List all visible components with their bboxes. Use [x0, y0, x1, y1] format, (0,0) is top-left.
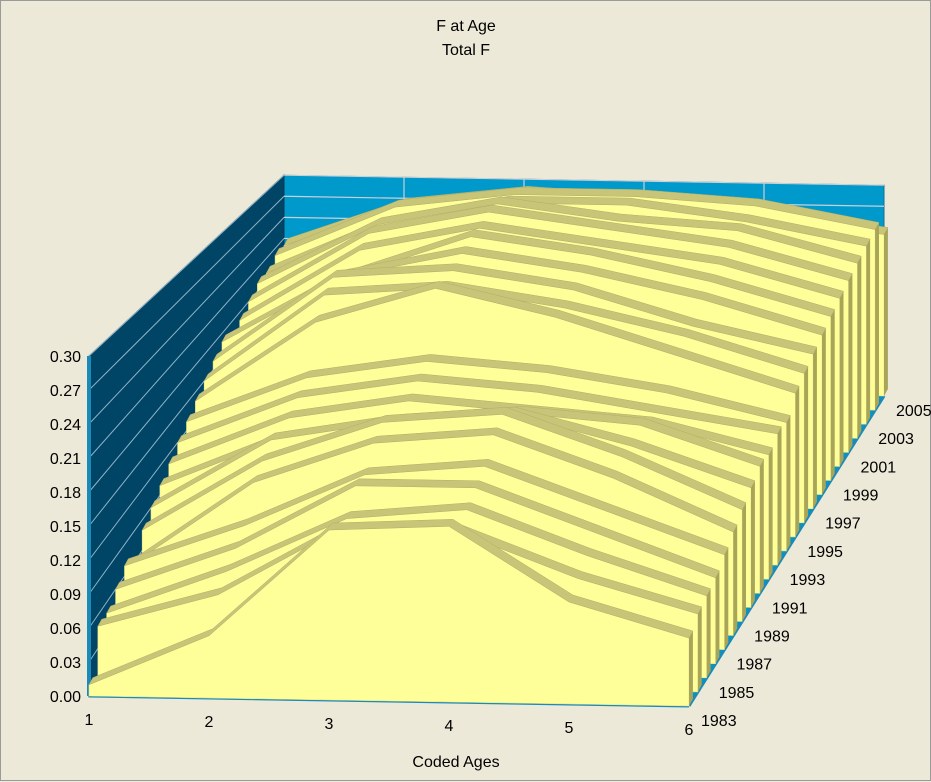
series-endcap-1992	[768, 447, 773, 580]
x-tick-label: 3	[325, 716, 334, 733]
x-tick-label: 4	[445, 718, 454, 735]
series-ridge-1987	[123, 459, 729, 567]
series-endcap-1988	[733, 525, 738, 636]
z-tick-label: 1987	[736, 657, 772, 674]
series-endcap-1990	[751, 480, 755, 608]
x-tick-label: 5	[565, 720, 574, 737]
series-endcap-2005	[884, 227, 888, 396]
y-tick-label: 0.12	[50, 553, 81, 570]
series-endcap-1985	[706, 588, 711, 678]
series-ridge-1988	[133, 427, 738, 564]
series-ridge-2002	[256, 196, 862, 285]
y-tick-label: 0.06	[50, 621, 81, 638]
series-ridge-1983	[88, 519, 694, 686]
y-tick-label: 0.15	[50, 519, 81, 536]
chart-subtitle: Total F	[442, 42, 490, 59]
series-1983	[88, 519, 694, 707]
side-gridline	[88, 174, 285, 357]
z-tick-label: 1997	[825, 516, 861, 533]
series-endcap-1997	[813, 347, 817, 509]
series-ridge-2004	[274, 187, 880, 257]
z-tick-label: 1983	[701, 713, 737, 730]
side-gridline	[88, 238, 285, 459]
z-tick-label: 2001	[861, 459, 897, 476]
x-tick-label: 6	[685, 722, 694, 739]
z-tick-label: 1989	[754, 628, 790, 645]
y-tick-label: 0.21	[50, 451, 81, 468]
series-endcap-1989	[742, 502, 746, 622]
series-endcap-2000	[839, 291, 844, 467]
series-ridge-2001	[247, 204, 853, 303]
series-ridge-1995	[195, 281, 800, 402]
z-tick-label: 1999	[843, 488, 879, 505]
z-tick-label: 1991	[772, 600, 808, 617]
series-ridge-1989	[141, 407, 747, 531]
z-tick-label: 1993	[790, 572, 826, 589]
side-gridline	[88, 217, 285, 425]
series-ridge-1997	[212, 263, 818, 362]
series-endcap-1991	[759, 459, 764, 594]
series-ridge-1993	[177, 373, 782, 444]
series-endcap-1994	[786, 415, 791, 551]
series-endcap-1986	[715, 570, 720, 664]
series-endcap-2001	[848, 273, 853, 453]
series-endcap-2002	[857, 256, 862, 439]
back-gridline	[283, 174, 885, 186]
series-endcap-2003	[866, 239, 871, 425]
z-tick-label: 1985	[719, 685, 755, 702]
chart-ribbons	[88, 186, 889, 707]
series-ridge-2000	[239, 221, 844, 322]
series-ridge-1986	[115, 478, 720, 590]
series-endcap-1993	[777, 426, 782, 566]
chart-labels: F at Age Total F Coded Ages 0.00 0.03 0.06…	[50, 18, 931, 771]
chart-title: F at Age	[436, 18, 496, 35]
series-endcap-1987	[724, 547, 729, 650]
x-tick-label: 2	[205, 714, 214, 731]
series-endcap-1998	[822, 328, 826, 495]
z-tick-label: 2005	[896, 403, 931, 420]
y-tick-label: 0.27	[50, 383, 81, 400]
y-tick-label: 0.30	[50, 349, 81, 366]
z-tick-label: 2003	[878, 431, 914, 448]
x-axis-label: Coded Ages	[412, 754, 499, 771]
series-endcap-2004	[875, 222, 879, 411]
series-ridge-1992	[168, 393, 773, 465]
series-endcap-1996	[804, 366, 809, 523]
series-ridge-1985	[106, 502, 711, 614]
y-tick-label: 0.09	[50, 587, 81, 604]
z-tick-label: 1995	[807, 544, 843, 561]
series-ridge-1994	[185, 354, 791, 423]
y-tick-label: 0.18	[50, 485, 81, 502]
series-endcap-1983	[689, 631, 693, 706]
series-endcap-1999	[830, 309, 835, 481]
y-tick-label: 0.00	[50, 689, 81, 706]
series-endcap-1995	[795, 386, 800, 537]
side-gridline	[88, 195, 285, 391]
y-tick-label: 0.24	[50, 417, 81, 434]
x-tick-label: 1	[85, 712, 94, 729]
series-endcap-1984	[697, 606, 702, 692]
y-tick-label: 0.03	[50, 655, 81, 672]
